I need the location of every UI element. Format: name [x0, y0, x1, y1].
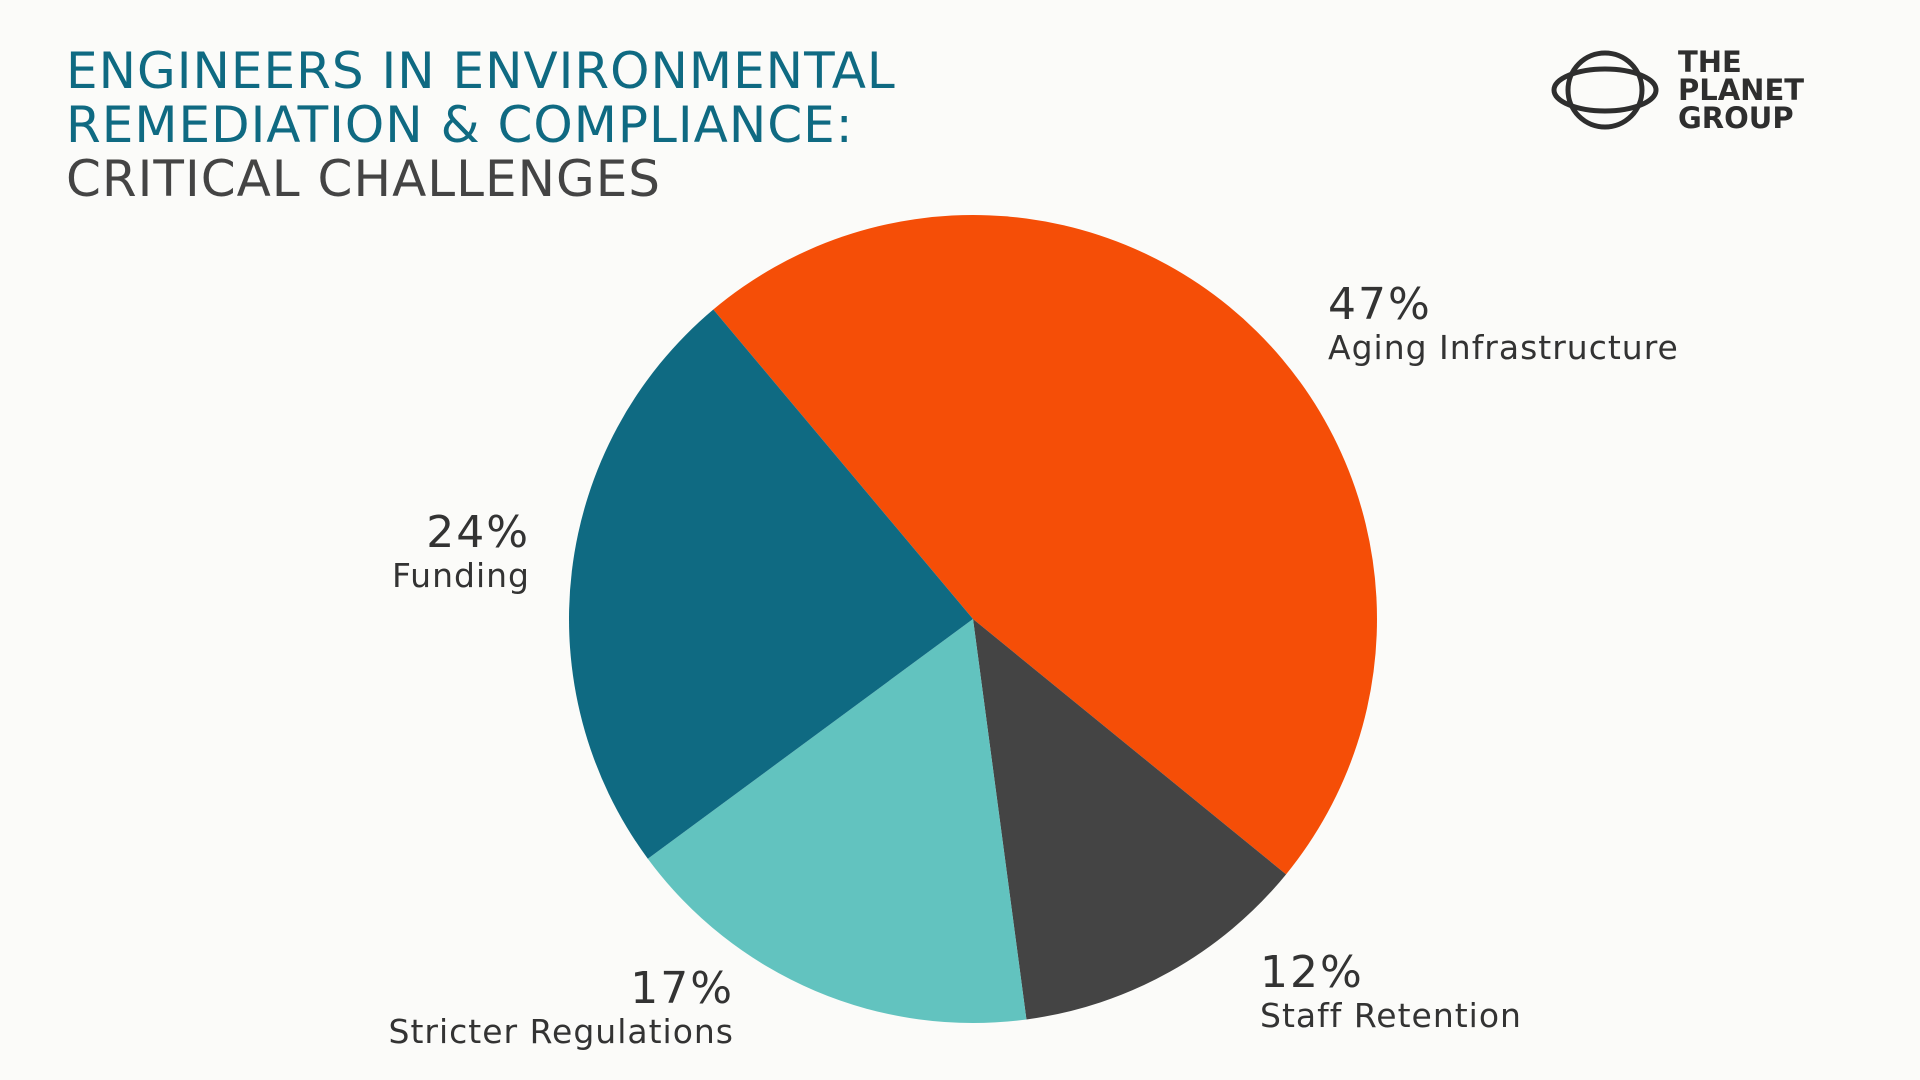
pie-slice-stricter-regulations: [647, 619, 1027, 1023]
slice-percent: 24%: [426, 507, 530, 558]
title-line-3: CRITICAL CHALLENGES: [66, 150, 662, 208]
planet-orbit-icon: [1551, 50, 1659, 130]
pie-slice-funding: [569, 309, 973, 859]
label-funding: 24% Funding: [392, 510, 530, 596]
label-staff-retention: 12% Staff Retention: [1260, 950, 1522, 1036]
slice-percent: 12%: [1260, 947, 1364, 998]
logo-text-line-2: PLANET: [1678, 73, 1805, 107]
slice-percent: 17%: [630, 963, 734, 1014]
slice-category: Funding: [392, 556, 530, 595]
slice-category: Staff Retention: [1260, 996, 1522, 1035]
pie-slice-staff-retention: [973, 619, 1287, 1020]
slice-category: Aging Infrastructure: [1328, 328, 1679, 367]
label-aging-infrastructure: 47% Aging Infrastructure: [1328, 282, 1679, 368]
logo-wordmark: THE PLANET GROUP: [1678, 45, 1805, 135]
title-line-2: REMEDIATION & COMPLIANCE:: [66, 96, 854, 154]
pie-slice-aging-infrastructure: [713, 215, 1377, 875]
title-line-1: ENGINEERS IN ENVIRONMENTAL: [66, 42, 896, 100]
slice-percent: 47%: [1328, 279, 1432, 330]
slice-category: Stricter Regulations: [388, 1012, 734, 1051]
label-stricter-regulations: 17% Stricter Regulations: [389, 966, 734, 1052]
company-logo: THE PLANET GROUP: [1550, 48, 1850, 138]
chart-title: ENGINEERS IN ENVIRONMENTAL REMEDIATION &…: [66, 44, 896, 206]
logo-text-line-3: GROUP: [1678, 101, 1794, 135]
logo-text-line-1: THE: [1678, 45, 1742, 79]
